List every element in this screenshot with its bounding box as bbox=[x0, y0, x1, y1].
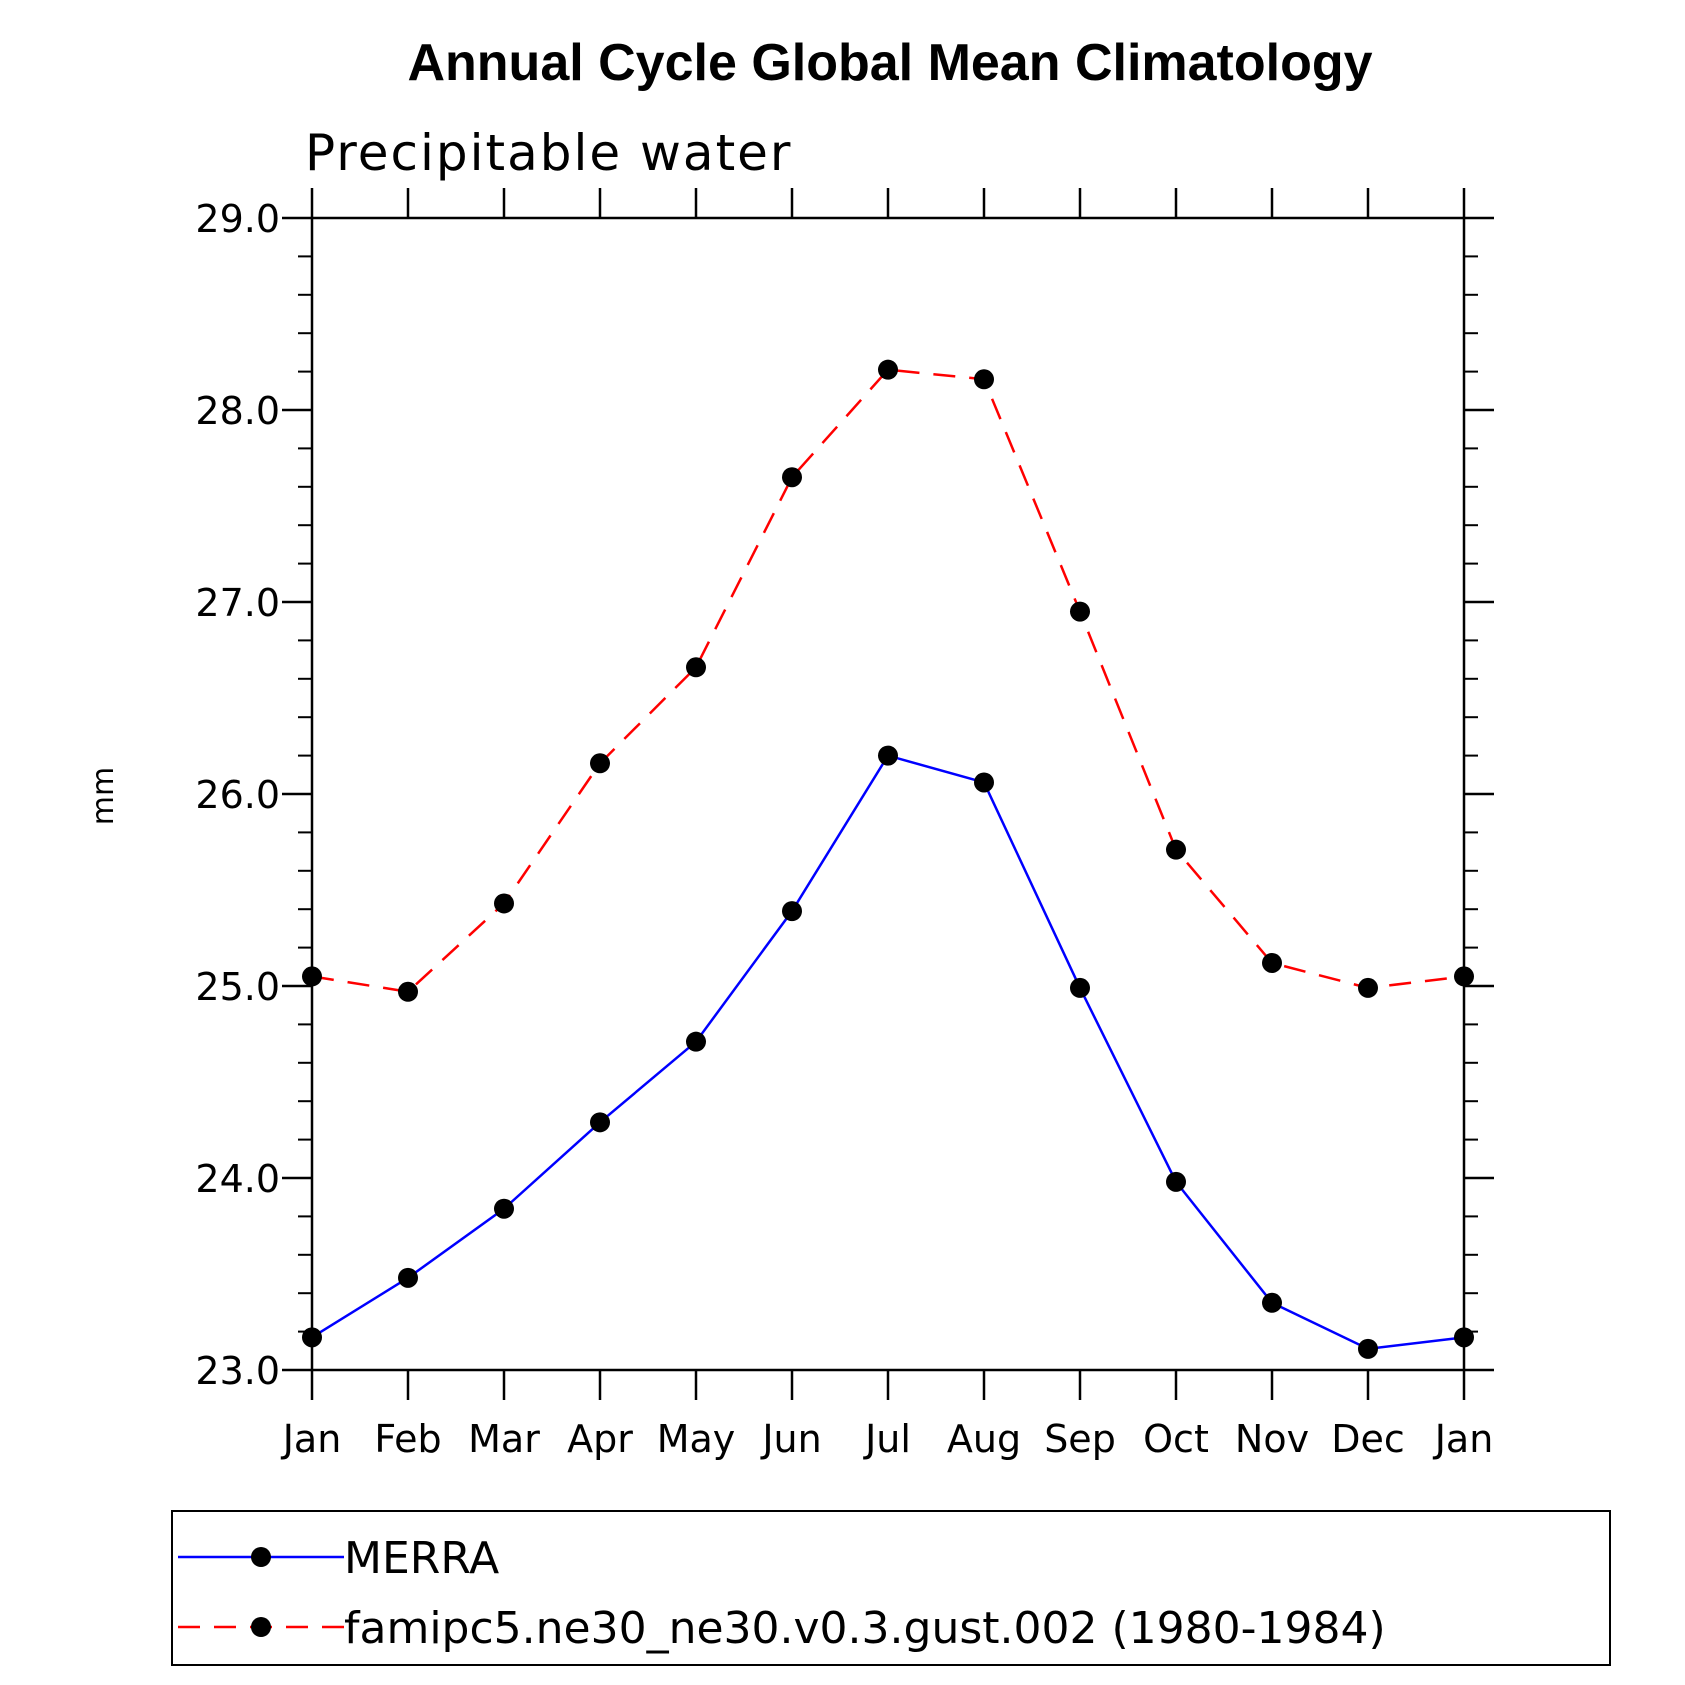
series-2-point bbox=[590, 753, 610, 774]
series-2-point bbox=[1262, 952, 1282, 973]
x-tick-label: Sep bbox=[1044, 1417, 1116, 1461]
series-1-point bbox=[1166, 1171, 1186, 1192]
series-1-point bbox=[1070, 977, 1090, 998]
legend: MERRA famipc5.ne30_ne30.v0.3.gust.002 (19… bbox=[171, 1510, 1611, 1666]
series-line-1 bbox=[311, 754, 1465, 1351]
series-2-point bbox=[1166, 839, 1186, 860]
y-axis-label: mm bbox=[86, 767, 121, 825]
x-tick-label: Jul bbox=[863, 1417, 911, 1461]
series-1-point bbox=[1358, 1338, 1378, 1359]
x-tick-label: Mar bbox=[468, 1417, 540, 1461]
series-1-point bbox=[398, 1267, 418, 1288]
series-1-point bbox=[1262, 1292, 1282, 1313]
series-2-point bbox=[782, 467, 802, 488]
legend-label-1: MERRA bbox=[344, 1533, 499, 1584]
legend-box bbox=[171, 1510, 1611, 1666]
series-1-point bbox=[782, 901, 802, 922]
series-2-point bbox=[878, 359, 898, 380]
chart-subtitle: Precipitable water bbox=[305, 124, 793, 182]
x-tick-label: Dec bbox=[1331, 1417, 1405, 1461]
series-line-2 bbox=[311, 368, 1465, 994]
axes: 23.0 24.0 25.0 26.0 27.0 28.0 29.0 Jan Feb Mar Apr… bbox=[195, 188, 1494, 1461]
series-layer bbox=[302, 359, 1474, 1359]
series-1-point bbox=[686, 1031, 706, 1052]
x-tick-label: Jan bbox=[1433, 1417, 1494, 1461]
series-1-point bbox=[590, 1112, 610, 1133]
series-1-point bbox=[974, 772, 994, 793]
x-tick-label: May bbox=[657, 1417, 736, 1461]
plot-frame bbox=[310, 216, 1466, 1372]
y-tick-label: 23.0 bbox=[195, 1349, 280, 1393]
series-2-point bbox=[398, 981, 418, 1002]
chart-title: Annual Cycle Global Mean Climatology bbox=[407, 34, 1372, 92]
series-1-point bbox=[1454, 1327, 1474, 1348]
y-tick-label: 29.0 bbox=[195, 197, 280, 241]
y-tick-label: 26.0 bbox=[195, 773, 280, 817]
series-1-point bbox=[302, 1327, 322, 1348]
series-2-point bbox=[686, 657, 706, 678]
x-tick-label: Apr bbox=[567, 1417, 633, 1461]
legend-marker-1 bbox=[251, 1547, 271, 1567]
series-2-point bbox=[1070, 601, 1090, 622]
x-tick-label: Jun bbox=[760, 1417, 821, 1461]
y-tick-label: 28.0 bbox=[195, 389, 280, 433]
series-1-point bbox=[494, 1198, 514, 1219]
series-2-point bbox=[494, 893, 514, 914]
x-tick-label: Feb bbox=[374, 1417, 441, 1461]
x-tick-label: Aug bbox=[947, 1417, 1021, 1461]
series-2-point bbox=[302, 966, 322, 987]
x-tick-label: Nov bbox=[1235, 1417, 1309, 1461]
series-1-point bbox=[878, 745, 898, 766]
series-2-point bbox=[974, 369, 994, 390]
y-tick-label: 25.0 bbox=[195, 965, 280, 1009]
legend-marker-2 bbox=[251, 1617, 271, 1637]
y-tick-label: 24.0 bbox=[195, 1157, 280, 1201]
y-tick-label: 27.0 bbox=[195, 581, 280, 625]
series-2-point bbox=[1358, 977, 1378, 998]
x-tick-label: Oct bbox=[1143, 1417, 1209, 1461]
series-2-point bbox=[1454, 966, 1474, 987]
x-tick-label: Jan bbox=[281, 1417, 342, 1461]
legend-label-2: famipc5.ne30_ne30.v0.3.gust.002 (1980-19… bbox=[344, 1603, 1386, 1654]
